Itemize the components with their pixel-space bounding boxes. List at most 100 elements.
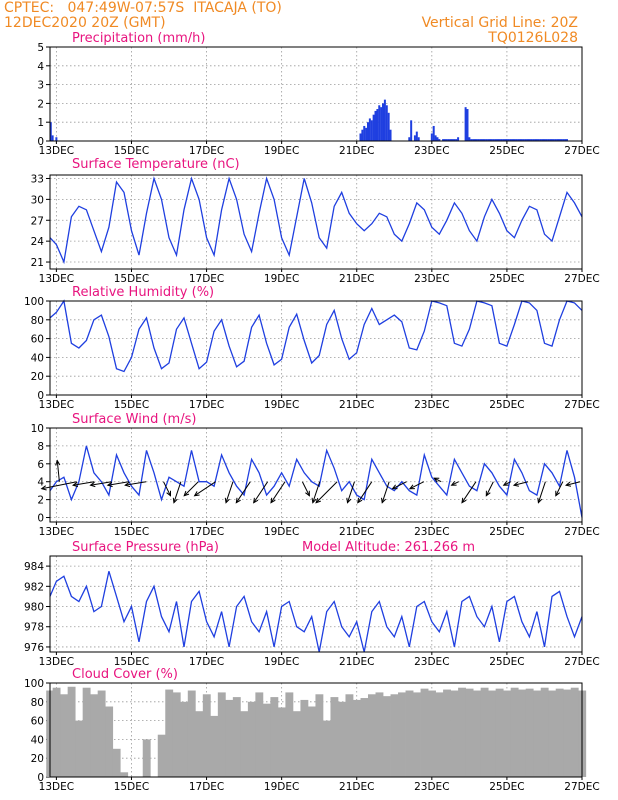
wind-vector-head [89, 481, 96, 488]
precip-bar [376, 109, 379, 141]
y-tick-label: 10 [31, 423, 44, 435]
cloud-bar [443, 689, 451, 777]
y-tick-label: 5 [37, 42, 44, 54]
precip-bar [522, 139, 525, 141]
y-tick-label: 80 [31, 697, 44, 709]
y-tick-label: 978 [24, 622, 44, 634]
precip-bar [534, 139, 537, 141]
cloud-bar [555, 688, 564, 777]
precip-bar [372, 114, 375, 141]
wind-vector-head [183, 490, 190, 497]
wind-vector [312, 481, 321, 503]
y-tick-label: 27 [31, 215, 44, 227]
y-tick-label: 100 [24, 678, 44, 690]
series-line-2 [49, 299, 583, 373]
x-tick-label: 25DEC [489, 273, 524, 285]
precip-bar [498, 139, 501, 141]
precip-bar [378, 105, 381, 141]
wind-vector-head [40, 485, 47, 491]
wind-vector-head [502, 480, 509, 486]
cloud-bar [52, 687, 61, 777]
precip-bar [554, 139, 557, 141]
cloud-bar [428, 690, 436, 777]
x-tick-label: 25DEC [489, 145, 524, 157]
wind-vector [41, 481, 77, 490]
header-grid-note: Vertical Grid Line: 20Z [421, 15, 578, 31]
x-tick-label: 15DEC [114, 781, 149, 793]
precip-bar [382, 103, 385, 141]
precip-bar [389, 129, 392, 141]
x-tick-label: 21DEC [339, 399, 374, 411]
cloud-bar [217, 692, 226, 777]
precip-bar [549, 139, 552, 141]
precip-bar [359, 133, 362, 141]
y-tick-label: 60 [31, 716, 44, 728]
cloud-bar [405, 690, 414, 777]
wind-vector-head [512, 481, 520, 487]
cloud-bar [247, 701, 256, 777]
cloud-bar [488, 690, 497, 777]
wind-vector-head [408, 484, 415, 490]
cloud-bar [383, 696, 391, 777]
precip-bar [432, 125, 435, 141]
panel-frame [49, 427, 583, 523]
cloud-bar [202, 694, 211, 777]
wind-vector [409, 481, 425, 490]
x-tick-label: 25DEC [489, 399, 524, 411]
wind-vector-head [461, 497, 467, 504]
precip-bar [383, 99, 386, 141]
wind-vector-head [537, 497, 543, 504]
cloud-bar [563, 689, 572, 777]
wind-vector [253, 481, 269, 503]
wind-vector [555, 481, 564, 496]
x-tick-label: 13DEC [39, 399, 74, 411]
precip-bar [543, 139, 546, 141]
cloud-bar [458, 687, 467, 777]
precip-bar [445, 139, 448, 141]
wind-vector [485, 481, 494, 496]
series-line-3 [49, 445, 583, 518]
precip-bar [365, 127, 368, 141]
precip-bar [468, 137, 471, 141]
x-tick-label: 15DEC [114, 399, 149, 411]
wind-vector [357, 481, 373, 503]
x-tick-label: 17DEC [189, 526, 224, 538]
precip-bar [385, 105, 388, 141]
precip-bar [361, 129, 364, 141]
x-tick-label: 15DEC [114, 145, 149, 157]
precip-bar [539, 139, 542, 141]
cloud-bar [232, 697, 241, 777]
cloud-bar [390, 694, 399, 777]
precip-bar [520, 139, 523, 141]
precip-bar [528, 139, 531, 141]
y-tick-label: 80 [31, 315, 44, 327]
cloud-bar [120, 772, 129, 777]
wind-vector-head [106, 481, 113, 488]
precip-bar [524, 139, 527, 141]
y-tick-label: 33 [31, 173, 44, 185]
y-tick-label: 2 [37, 495, 44, 507]
panel-title-4: Surface Pressure (hPa) [72, 540, 219, 555]
x-tick-label: 25DEC [489, 526, 524, 538]
wind-vector [270, 481, 286, 503]
precip-bar [466, 109, 469, 141]
cloud-bar [60, 694, 69, 777]
precip-bar [472, 139, 475, 141]
y-tick-label: 976 [24, 642, 44, 654]
y-tick-label: 40 [31, 352, 44, 364]
precip-bar [547, 139, 550, 141]
wind-vector [381, 481, 390, 503]
cloud-bar [240, 711, 249, 777]
cloud-bar [292, 711, 301, 777]
precip-bar [489, 139, 492, 141]
cloud-bar [413, 692, 421, 777]
x-tick-label: 13DEC [39, 273, 74, 285]
wind-vector [163, 481, 171, 496]
panel-title-3: Surface Wind (m/s) [72, 412, 196, 427]
cloud-bar [255, 692, 264, 777]
cloud-bar [435, 692, 444, 777]
x-tick-label: 17DEC [189, 781, 224, 793]
cloud-bar [360, 698, 369, 777]
precip-bar [526, 139, 529, 141]
